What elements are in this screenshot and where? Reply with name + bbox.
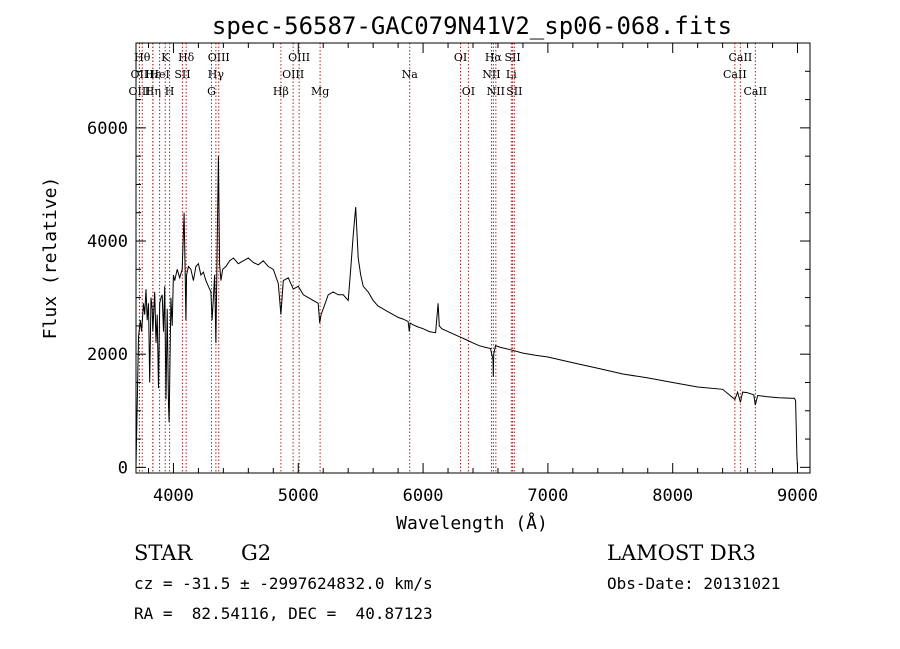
x-tick-label-0: 4000 bbox=[153, 486, 194, 506]
line-marker-label-27: CaII bbox=[729, 51, 753, 64]
x-axis-ticks: 4000 5000 6000 7000 8000 9000 bbox=[147, 43, 818, 506]
y-axis-ticks: 0 2000 4000 6000 bbox=[87, 70, 810, 478]
line-marker-label-28: CaII bbox=[743, 85, 767, 98]
line-marker-label-12: OIII bbox=[208, 51, 230, 64]
line-marker-label-9: Hδ bbox=[178, 51, 195, 64]
line-marker-label-11: Hγ bbox=[208, 68, 225, 81]
object-class: STAR bbox=[134, 541, 193, 565]
line-marker-label-1: OIII bbox=[128, 85, 150, 98]
line-marker-label-8: SII bbox=[174, 68, 190, 81]
y-tick-label-3: 6000 bbox=[87, 119, 128, 139]
line-marker-label-4: Hε bbox=[145, 68, 161, 81]
line-marker-label-0: OII bbox=[131, 68, 149, 81]
plot-frame bbox=[135, 42, 811, 474]
line-marker-label-7: H bbox=[165, 85, 175, 98]
line-marker-label-26: CaII bbox=[723, 68, 747, 81]
line-marker-label-18: OI bbox=[454, 51, 467, 64]
line-marker-label-6: K bbox=[161, 51, 170, 64]
survey-label: LAMOST DR3 bbox=[607, 541, 756, 565]
line-marker-label-13: Hβ bbox=[273, 85, 289, 98]
obs-date: Obs-Date: 20131021 bbox=[607, 574, 780, 593]
line-marker-label-16: Mg bbox=[311, 85, 329, 98]
line-marker-label-15: OIII bbox=[288, 51, 310, 64]
line-marker-label-21: Hα bbox=[485, 51, 503, 64]
line-marker-label-3: Hη bbox=[145, 85, 161, 98]
line-marker-label-5: HeI bbox=[149, 68, 169, 81]
line-marker-label-23: Li bbox=[506, 68, 517, 81]
x-tick-label-4: 8000 bbox=[652, 486, 693, 506]
line-marker-label-20: NII bbox=[482, 68, 500, 81]
line-marker-label-25: SII bbox=[506, 85, 522, 98]
line-marker-lines bbox=[138, 43, 756, 473]
object-subclass: G2 bbox=[241, 541, 271, 565]
line-marker-label-2: Hθ bbox=[134, 51, 151, 64]
redshift-info: cz = -31.5 ± -2997624832.0 km/s bbox=[134, 574, 433, 593]
x-tick-label-5: 9000 bbox=[777, 486, 818, 506]
y-tick-label-2: 4000 bbox=[87, 232, 128, 252]
x-tick-label-3: 7000 bbox=[527, 486, 568, 506]
line-marker-label-10: G bbox=[207, 85, 216, 98]
x-tick-label-1: 5000 bbox=[278, 486, 319, 506]
x-tick-label-2: 6000 bbox=[403, 486, 444, 506]
line-marker-label-24: SII bbox=[504, 51, 520, 64]
x-axis-label: Wavelength (Å) bbox=[396, 512, 548, 534]
spectrum-series-line bbox=[135, 156, 798, 468]
line-marker-label-19: OI bbox=[462, 85, 475, 98]
y-tick-label-0: 0 bbox=[118, 458, 128, 478]
coordinates: RA = 82.54116, DEC = 40.87123 bbox=[134, 604, 433, 623]
line-marker-label-14: OIII bbox=[282, 68, 304, 81]
chart-title: spec-56587-GAC079N41V2_sp06-068.fits bbox=[212, 12, 732, 40]
line-marker-label-22: NII bbox=[487, 85, 505, 98]
y-axis-label: Flux (relative) bbox=[40, 177, 61, 340]
y-tick-label-1: 2000 bbox=[87, 345, 128, 365]
line-marker-label-17: Na bbox=[402, 68, 419, 81]
